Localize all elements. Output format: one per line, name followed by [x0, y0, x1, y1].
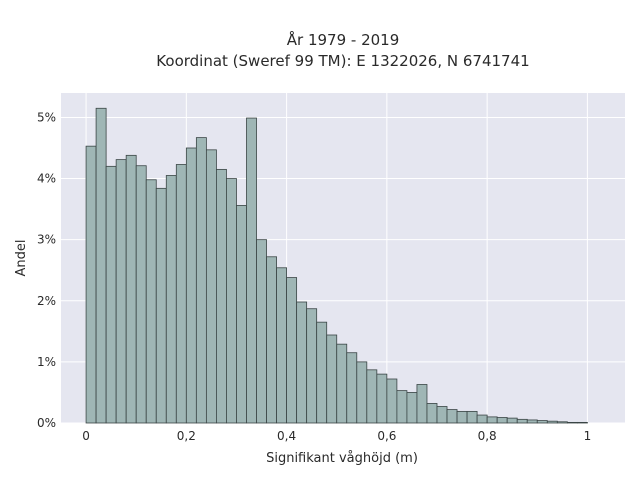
histogram-bar	[576, 421, 588, 424]
x-tick-label: 0,6	[377, 429, 396, 443]
histogram-bar	[125, 154, 137, 424]
histogram-bar	[195, 137, 207, 424]
histogram-bar	[486, 416, 498, 424]
histogram-bar	[216, 168, 227, 424]
histogram-bar	[205, 149, 217, 424]
x-axis-label: Signifikant våghöjd (m)	[266, 451, 418, 466]
histogram-bar	[316, 321, 328, 424]
histogram-bar	[466, 410, 478, 424]
x-tick-label: 1	[584, 429, 592, 443]
x-tick-label: 0,8	[478, 429, 497, 443]
y-tick-label: 4%	[37, 172, 56, 186]
histogram-bar	[376, 373, 388, 424]
histogram-bar	[366, 369, 378, 424]
histogram-bar	[426, 403, 438, 424]
x-tick-label: 0,2	[177, 429, 196, 443]
histogram-bar	[85, 145, 97, 424]
histogram-bar	[236, 205, 247, 424]
y-tick-label: 0%	[37, 416, 56, 430]
histogram-bar	[185, 147, 197, 424]
histogram-bar	[326, 334, 338, 424]
histogram-bar	[566, 421, 578, 424]
histogram-bar	[266, 256, 277, 424]
histogram-bar	[95, 107, 107, 424]
histogram-bar	[306, 308, 318, 424]
histogram-bar	[396, 390, 408, 424]
histogram-bar	[296, 301, 308, 424]
histogram-bar	[145, 179, 157, 424]
histogram-bar	[446, 409, 458, 424]
y-tick-label: 2%	[37, 294, 56, 308]
histogram-bars	[85, 107, 588, 424]
x-tick-label: 0,4	[277, 429, 296, 443]
histogram-bar	[165, 175, 177, 424]
histogram-bar	[336, 343, 348, 424]
histogram-bar	[135, 165, 147, 424]
histogram-bar	[386, 378, 398, 424]
histogram-bar	[416, 384, 428, 424]
chart-title-line2: Koordinat (Sweref 99 TM): E 1322026, N 6…	[156, 52, 529, 70]
x-axis-ticks: 0 0,2 0,4 0,6 0,8 1	[82, 429, 591, 443]
histogram-bar	[346, 352, 358, 424]
histogram-bar	[286, 277, 298, 424]
chart-title-line1: År 1979 - 2019	[287, 30, 400, 49]
histogram-bar	[556, 421, 568, 424]
histogram-bar	[155, 187, 167, 424]
y-axis-ticks: 0% 1% 2% 3% 4% 5%	[37, 110, 56, 430]
histogram-bar	[406, 392, 418, 424]
histogram-bar	[526, 419, 538, 424]
x-tick-label: 0	[82, 429, 90, 443]
histogram-bar	[516, 418, 528, 424]
y-axis-label: Andel	[14, 240, 29, 277]
histogram-bar	[256, 239, 267, 424]
histogram-bar	[546, 420, 558, 424]
histogram-bar	[456, 410, 468, 424]
histogram-bar	[436, 406, 448, 424]
histogram-bar	[496, 417, 508, 424]
y-tick-label: 5%	[37, 110, 56, 124]
histogram-bar	[476, 414, 488, 424]
histogram-bar	[246, 117, 257, 424]
histogram-bar	[276, 267, 288, 424]
histogram-bar	[536, 420, 548, 424]
y-tick-label: 3%	[37, 233, 56, 247]
histogram-bar	[226, 178, 237, 424]
histogram-bar	[356, 361, 368, 424]
histogram-bar	[175, 164, 187, 424]
histogram-bar	[115, 159, 127, 424]
y-tick-label: 1%	[37, 355, 56, 369]
histogram-bar	[105, 165, 117, 424]
histogram-bar	[506, 417, 518, 424]
